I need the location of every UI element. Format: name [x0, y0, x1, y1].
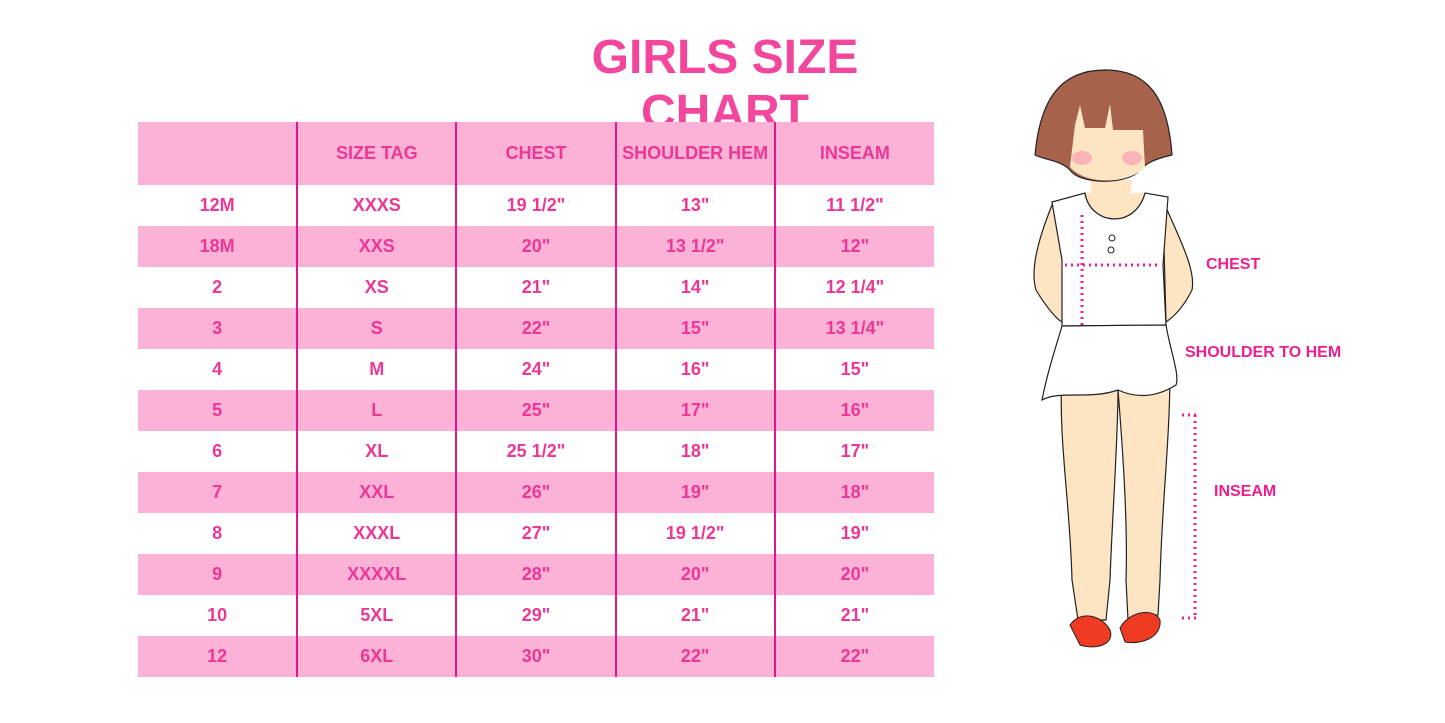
shoulder-to-hem-label: SHOULDER TO HEM — [1185, 344, 1342, 361]
column-header: INSEAM — [773, 122, 934, 185]
table-cell: 24" — [455, 349, 616, 390]
table-cell: 19" — [614, 472, 775, 513]
table-cell: M — [296, 349, 457, 390]
table-row: 12 6XL 30" 22" 22" — [138, 636, 934, 677]
table-cell: 19 1/2" — [614, 513, 775, 554]
table-row: 5 L 25" 17" 16" — [138, 390, 934, 431]
table-cell: 12M — [199, 195, 235, 215]
table-row: 6 XL 25 1/2" 18" 17" — [138, 431, 934, 472]
table-cell: XXXS — [296, 185, 457, 226]
table-row: 7 XXL 26" 19" 18" — [138, 472, 934, 513]
table-cell: 25 1/2" — [455, 431, 616, 472]
column-header — [138, 122, 298, 185]
table-cell: 7 — [138, 472, 298, 513]
table-cell: L — [296, 390, 457, 431]
table-cell: 14" — [614, 267, 775, 308]
table-cell: 18" — [773, 472, 934, 513]
table-cell: 30" — [455, 636, 616, 677]
table-cell: 16" — [773, 390, 934, 431]
table-cell: 21" — [614, 595, 775, 636]
table-row: 8 XXXL 27" 19 1/2" 19" — [138, 513, 934, 554]
table-cell: 12 — [138, 636, 298, 677]
table-cell: 18" — [614, 431, 775, 472]
table-cell: S — [296, 308, 457, 349]
table-cell: 8 — [212, 523, 223, 543]
table-cell: 22" — [614, 636, 775, 677]
table-cell: 22" — [455, 308, 616, 349]
table-cell: 4 — [212, 359, 223, 379]
table-cell: 5 — [138, 390, 298, 431]
table-cell: 15" — [773, 349, 934, 390]
table-cell: 21" — [455, 267, 616, 308]
table-cell: 12 1/4" — [773, 267, 934, 308]
table-cell: 25" — [455, 390, 616, 431]
table-cell: 19" — [773, 513, 934, 554]
table-cell: XXXXL — [296, 554, 457, 595]
table-cell: 19 1/2" — [455, 185, 616, 226]
table-cell: 13 1/4" — [773, 308, 934, 349]
table-cell: 22" — [773, 636, 934, 677]
column-header: SIZE TAG — [296, 122, 457, 185]
girl-figure-icon — [1033, 69, 1200, 648]
table-cell: 13 1/2" — [614, 226, 775, 267]
table-row: 9 XXXXL 28" 20" 20" — [138, 554, 934, 595]
page-title: GIRLS SIZE CHART — [591, 31, 859, 139]
chest-label: CHEST — [1206, 256, 1261, 273]
table-cell: XL — [296, 431, 457, 472]
table-cell: 20" — [614, 554, 775, 595]
table-cell: 17" — [614, 390, 775, 431]
table-cell: XXL — [296, 472, 457, 513]
table-cell: 3 — [138, 308, 298, 349]
table-cell: 21" — [773, 595, 934, 636]
table-cell: 15" — [614, 308, 775, 349]
table-cell: 11 1/2" — [773, 185, 934, 226]
table-cell: 28" — [455, 554, 616, 595]
table-cell: XXXL — [296, 513, 457, 554]
table-cell: 27" — [455, 513, 616, 554]
table-cell: 6 — [212, 441, 223, 461]
table-cell: 20" — [773, 554, 934, 595]
table-row: 12M XXXS 19 1/2" 13" 11 1/2" — [138, 185, 934, 226]
table-cell: 26" — [455, 472, 616, 513]
table-cell: 29" — [455, 595, 616, 636]
table-cell: 9 — [138, 554, 298, 595]
table-cell: 2 — [212, 277, 223, 297]
table-row: 10 5XL 29" 21" 21" — [138, 595, 934, 636]
table-cell: 10 — [207, 605, 228, 625]
table-cell: 5XL — [296, 595, 457, 636]
table-cell: XXS — [296, 226, 457, 267]
size-table: SIZE TAG CHEST SHOULDER HEM INSEAM 12M XXXS 1… — [138, 122, 934, 677]
girl-measurement-illustration: CHEST SHOULDER TO HEM INSEAM — [1000, 60, 1400, 665]
table-cell: 13" — [614, 185, 775, 226]
table-cell: 16" — [614, 349, 775, 390]
inseam-label: INSEAM — [1214, 483, 1277, 500]
table-cell: 18M — [138, 226, 298, 267]
column-header: SHOULDER HEM — [614, 122, 775, 185]
table-cell: 12" — [773, 226, 934, 267]
table-cell: XS — [296, 267, 457, 308]
table-header-row: SIZE TAG CHEST SHOULDER HEM INSEAM — [138, 122, 934, 185]
table-cell: 17" — [773, 431, 934, 472]
table-row: 18M XXS 20" 13 1/2" 12" — [138, 226, 934, 267]
table-row: 2 XS 21" 14" 12 1/4" — [138, 267, 934, 308]
table-cell: 6XL — [296, 636, 457, 677]
table-row: 3 S 22" 15" 13 1/4" — [138, 308, 934, 349]
table-row: 4 M 24" 16" 15" — [138, 349, 934, 390]
column-header: CHEST — [455, 122, 616, 185]
table-cell: 20" — [455, 226, 616, 267]
